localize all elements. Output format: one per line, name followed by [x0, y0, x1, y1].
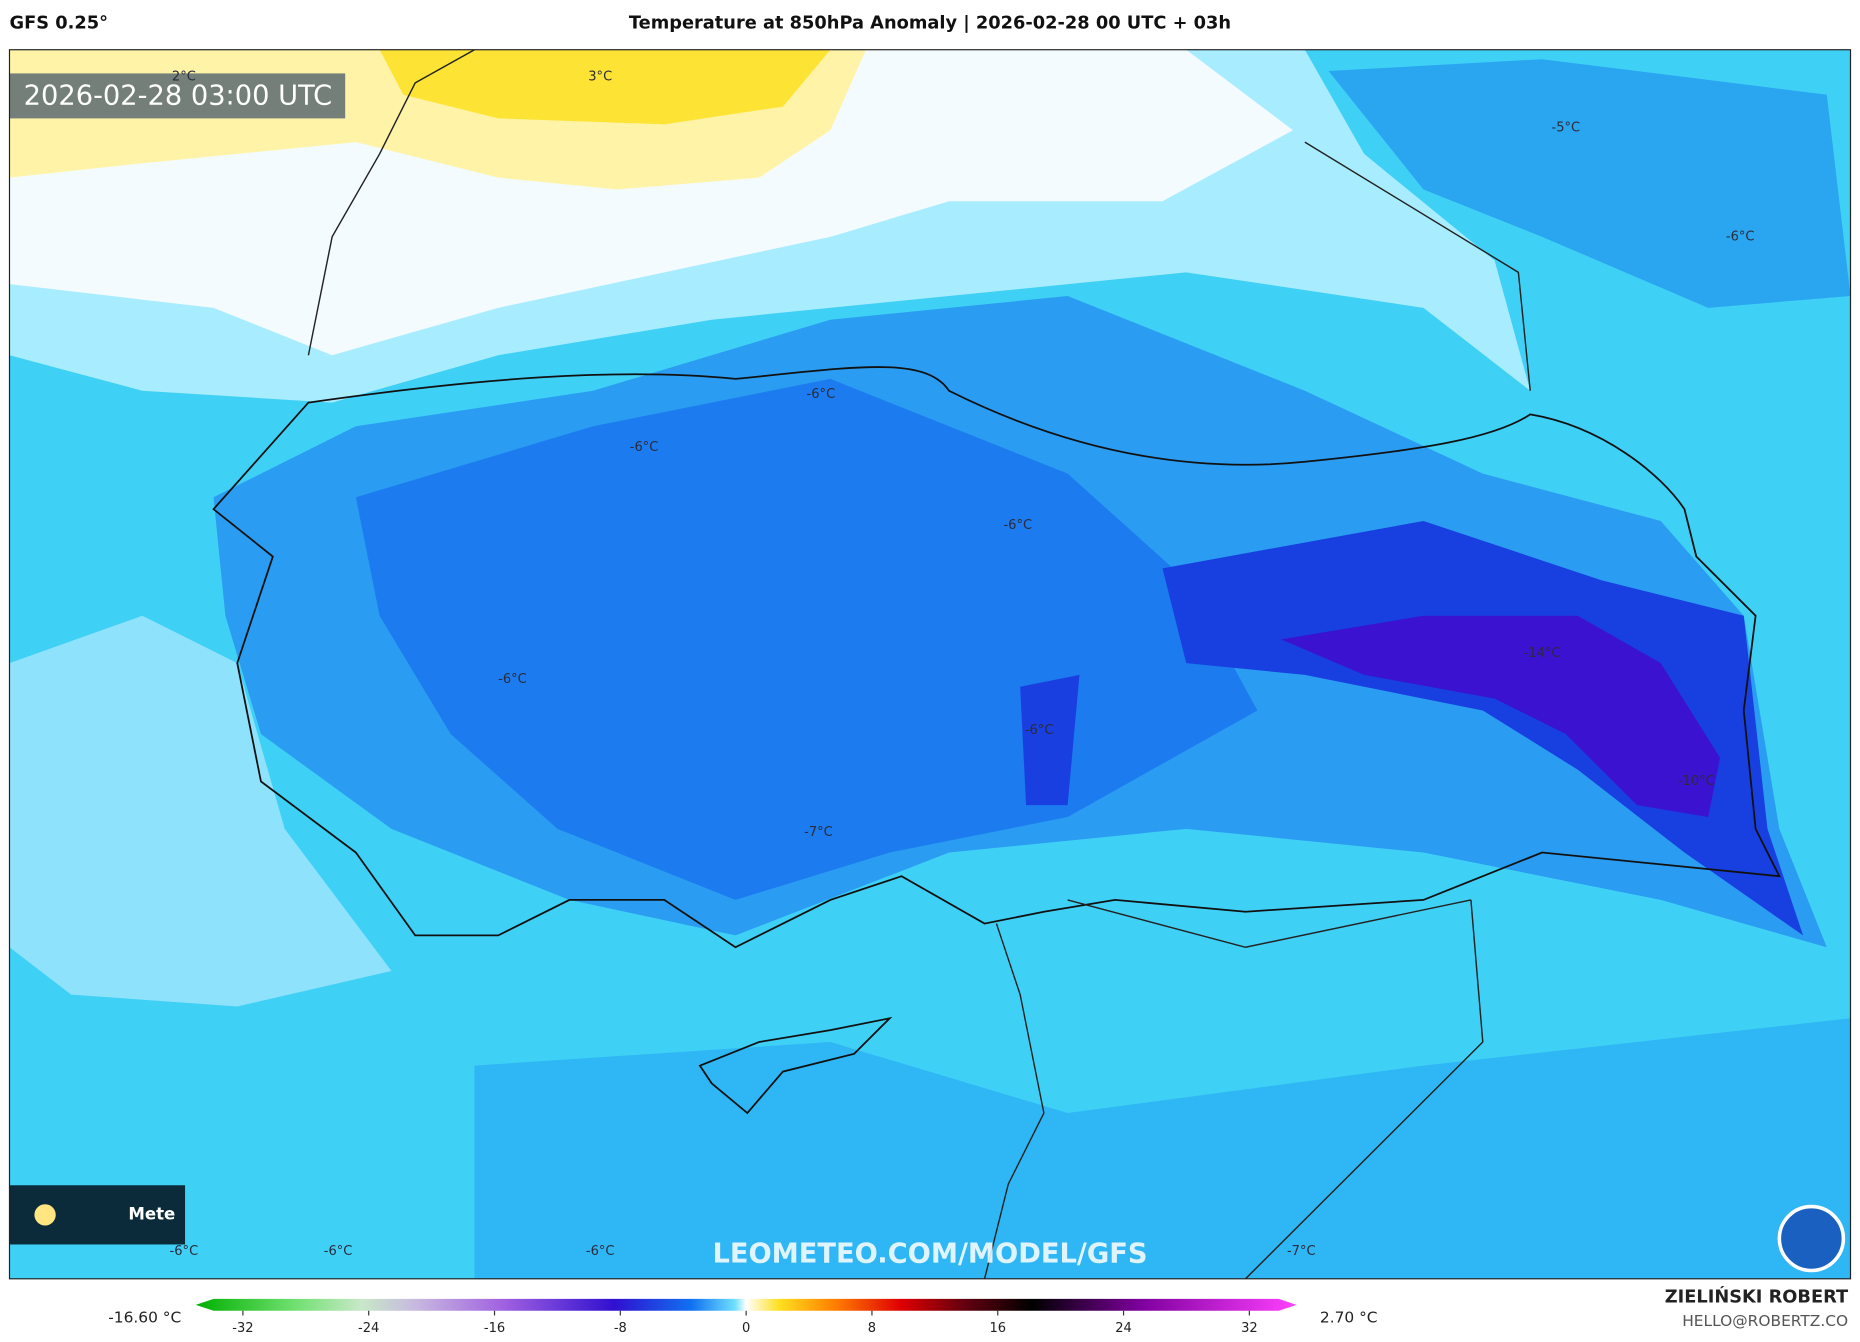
yellow-field: [379, 49, 831, 125]
coastline: [698, 1016, 893, 1115]
map: 2026-02-28 03:00 UTC Mete LEOMETEO.COM/M…: [9, 49, 1851, 1279]
contour-label: -6°C: [586, 1244, 615, 1259]
map-title: Temperature at 850hPa Anomaly | 2026-02-…: [629, 14, 1231, 34]
contour-label: -6°C: [1726, 229, 1755, 244]
violet-field: [1281, 615, 1721, 818]
colorbar-tick-label: 8: [868, 1321, 876, 1336]
colorbar-tick-label: -32: [232, 1321, 253, 1336]
light-field: [9, 615, 392, 1007]
colorbar: -32 -24 -16 -8 0 8 16 24 32: [195, 1298, 1297, 1336]
colorbar-tick-label: 24: [1115, 1321, 1132, 1336]
contour-label: -6°C: [807, 387, 836, 402]
colorbar-tick-label: 32: [1241, 1321, 1258, 1336]
author: ZIELIŃSKI ROBERT: [1665, 1286, 1849, 1308]
colorbar-tick-label: -8: [614, 1321, 627, 1336]
watermark: LEOMETEO.COM/MODEL/GFS: [712, 1239, 1147, 1270]
blue-field: [1328, 59, 1851, 308]
colorbar-min-label: -16.60 °C: [108, 1308, 181, 1326]
colorbar-tick-label: 16: [989, 1321, 1006, 1336]
colorbar-tick-label: -16: [484, 1321, 505, 1336]
contour-label: -6°C: [324, 1244, 353, 1259]
colorbar-tick-label: 0: [742, 1321, 750, 1336]
coastline: [212, 366, 1781, 949]
deep-blue-field: [1020, 674, 1080, 806]
border: [307, 49, 1531, 1279]
timestamp-box: [9, 73, 346, 119]
logo-sun: [34, 1204, 56, 1226]
contour-label: -6°C: [630, 440, 659, 455]
blue-field: [474, 1018, 1851, 1279]
contour-label: -6°C: [1025, 723, 1054, 738]
timestamp: 2026-02-28 03:00 UTC: [24, 81, 333, 112]
logo-text: Mete: [128, 1204, 175, 1223]
contour-label: -6°C: [498, 672, 527, 687]
colorbar-tick-label: -24: [358, 1321, 379, 1336]
deep-blue-field: [1162, 520, 1804, 936]
contour-label: -7°C: [1287, 1244, 1316, 1259]
contour-label: -14°C: [1524, 646, 1561, 661]
colorbar-max-label: 2.70 °C: [1320, 1308, 1378, 1326]
contour-label: 3°C: [588, 69, 612, 84]
contour-label: -10°C: [1678, 774, 1715, 789]
contour-label: 2°C: [172, 69, 196, 84]
contact: HELLO@ROBERTZ.CO: [1682, 1312, 1848, 1330]
contour-label: -6°C: [170, 1244, 199, 1259]
contour-label: -7°C: [804, 825, 833, 840]
noaa-logo: [1777, 1204, 1846, 1273]
colorbar-gradient: [195, 1298, 1297, 1311]
model-name: GFS 0.25°: [9, 14, 108, 34]
contour-label: -6°C: [1003, 518, 1032, 533]
map-frame: [8, 49, 1852, 1280]
contour-label: -5°C: [1552, 120, 1581, 135]
